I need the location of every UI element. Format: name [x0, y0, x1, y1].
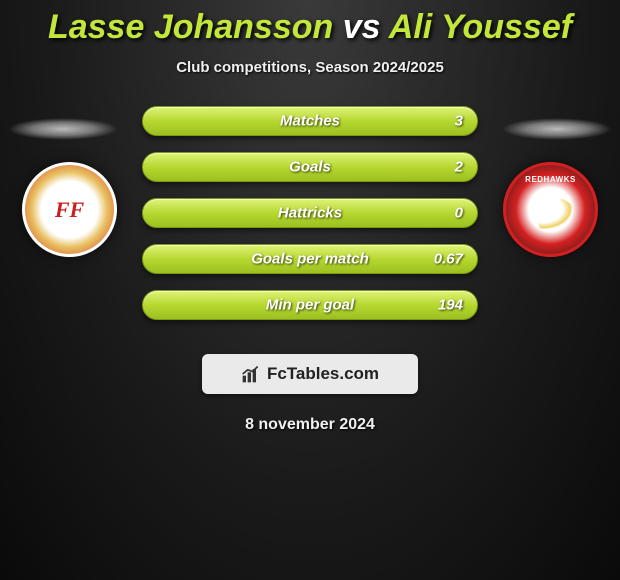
- branding-text: FcTables.com: [267, 364, 379, 384]
- stat-value: 194: [438, 297, 463, 314]
- stat-value: 0.67: [434, 251, 463, 268]
- stat-row-hattricks: Hattricks 0: [142, 198, 478, 228]
- stat-value: 2: [455, 159, 463, 176]
- player1-name: Lasse Johansson: [48, 8, 333, 46]
- stat-label: Goals: [289, 159, 331, 176]
- stat-value: 0: [455, 205, 463, 222]
- subtitle: Club competitions, Season 2024/2025: [0, 59, 620, 76]
- player2-name: Ali Youssef: [389, 8, 572, 46]
- stat-label: Goals per match: [251, 251, 369, 268]
- stat-value: 3: [455, 113, 463, 130]
- stat-label: Min per goal: [266, 297, 354, 314]
- bar-chart-icon: [241, 364, 261, 384]
- stat-row-min-per-goal: Min per goal 194: [142, 290, 478, 320]
- stat-row-goals: Goals 2: [142, 152, 478, 182]
- comparison-body: Matches 3 Goals 2 Hattricks 0 Goals per …: [0, 106, 620, 346]
- stat-label: Matches: [280, 113, 340, 130]
- stat-row-matches: Matches 3: [142, 106, 478, 136]
- stat-rows: Matches 3 Goals 2 Hattricks 0 Goals per …: [142, 106, 478, 320]
- stat-label: Hattricks: [278, 205, 342, 222]
- player2-club-crest: [503, 162, 598, 257]
- stat-row-goals-per-match: Goals per match 0.67: [142, 244, 478, 274]
- snapshot-date: 8 november 2024: [0, 416, 620, 434]
- comparison-title: Lasse Johansson vs Ali Youssef: [0, 0, 620, 47]
- vs-text: vs: [343, 8, 381, 46]
- player1-club-crest: [22, 162, 117, 257]
- branding-badge[interactable]: FcTables.com: [202, 354, 418, 394]
- player2-shadow: [502, 118, 612, 140]
- player1-shadow: [8, 118, 118, 140]
